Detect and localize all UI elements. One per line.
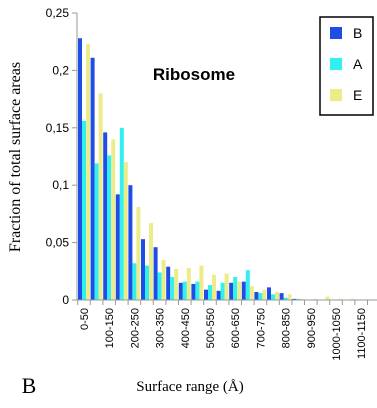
x-tick-label: 1100-1150 <box>356 308 368 359</box>
x-tick-label: 200-250 <box>129 308 141 348</box>
bar-e-150-200 <box>123 162 128 300</box>
bar-a-500-550 <box>208 285 212 300</box>
bar-a-250-300 <box>145 265 149 300</box>
bar-e-300-350 <box>161 259 166 300</box>
bar-a-0-50 <box>82 120 86 300</box>
legend-label-a: A <box>353 56 363 72</box>
x-tick-label: 400-450 <box>180 308 192 348</box>
bars-layer <box>78 38 355 300</box>
x-tick-label: 100-150 <box>104 308 116 348</box>
y-tick-label: 0,2 <box>52 63 69 77</box>
x-tick-label: 1000-1050 <box>331 308 343 361</box>
y-axis-label: Fraction of total surface areas <box>7 62 24 252</box>
bar-e-700-750 <box>262 289 267 300</box>
bar-a-100-150 <box>107 155 112 300</box>
bar-b-550-600 <box>216 290 221 300</box>
bar-a-200-250 <box>132 263 137 300</box>
bar-b-600-650 <box>229 282 234 300</box>
bar-e-600-650 <box>237 281 242 300</box>
bar-e-100-150 <box>111 139 116 300</box>
bar-a-150-200 <box>119 127 124 300</box>
bar-e-250-300 <box>149 223 153 300</box>
panel-label: B <box>22 373 37 398</box>
bar-b-0-50 <box>78 38 82 300</box>
x-tick-label: 300-350 <box>155 308 167 348</box>
bar-e-0-50 <box>86 44 90 300</box>
bar-a-400-450 <box>182 281 187 300</box>
bar-e-650-700 <box>249 286 254 300</box>
bar-b-400-450 <box>178 282 183 300</box>
bar-a-300-350 <box>157 272 162 300</box>
legend: BAE <box>319 16 374 116</box>
bar-b-450-500 <box>191 283 196 300</box>
legend-swatch-b <box>330 27 342 39</box>
bar-b-850-900 <box>292 298 297 300</box>
bar-a-650-700 <box>245 270 250 300</box>
legend-box <box>319 16 374 116</box>
bar-b-800-850 <box>279 293 284 300</box>
bar-a-600-650 <box>233 277 238 300</box>
chart-title: Ribosome <box>153 65 235 84</box>
bar-b-100-150 <box>103 132 108 300</box>
bar-b-650-700 <box>241 281 246 300</box>
bar-a-750-800 <box>271 294 275 300</box>
legend-swatch-a <box>330 58 342 70</box>
x-tick-label: 600-650 <box>230 308 242 348</box>
bar-e-1050-1100 <box>350 298 355 300</box>
bar-a-350-400 <box>170 277 175 300</box>
bar-a-50-100 <box>94 163 99 300</box>
y-tick-label: 0,15 <box>46 121 70 135</box>
bar-a-800-850 <box>283 297 288 300</box>
bar-e-750-800 <box>275 291 279 300</box>
bar-e-800-850 <box>287 294 292 300</box>
bar-b-200-250 <box>128 185 133 300</box>
bar-b-500-550 <box>204 289 208 300</box>
bar-e-1000-1050 <box>338 298 342 300</box>
y-tick-label: 0,05 <box>46 236 70 250</box>
bar-b-250-300 <box>141 239 145 300</box>
bar-e-900-950 <box>312 298 317 300</box>
bar-a-550-600 <box>220 282 225 300</box>
bar-e-400-450 <box>186 267 191 300</box>
bar-a-850-900 <box>296 298 301 300</box>
bar-e-950-1000 <box>325 296 330 300</box>
x-tick-label: 700-750 <box>255 308 267 348</box>
bar-b-300-350 <box>153 247 158 300</box>
x-tick-label: 0-50 <box>79 308 91 330</box>
x-axis-label: Surface range (Å) <box>136 379 243 395</box>
bar-e-350-400 <box>174 269 179 300</box>
bar-e-200-250 <box>136 207 141 300</box>
bar-b-750-800 <box>267 287 271 300</box>
bar-a-700-750 <box>258 293 263 300</box>
bar-e-500-550 <box>212 274 216 300</box>
bar-e-850-900 <box>300 298 305 300</box>
bar-b-700-750 <box>254 291 259 300</box>
x-tick-label: 500-550 <box>205 308 217 348</box>
y-tick-label: 0,1 <box>52 178 69 192</box>
legend-swatch-e <box>330 89 342 101</box>
y-tick-label: 0 <box>62 293 69 307</box>
bar-e-450-500 <box>199 265 204 300</box>
bar-b-150-200 <box>115 194 120 300</box>
y-tick-label: 0,25 <box>46 6 70 20</box>
bar-a-450-500 <box>195 281 200 300</box>
bar-b-50-100 <box>90 57 95 300</box>
bar-b-350-400 <box>166 266 171 300</box>
legend-label-e: E <box>353 87 362 103</box>
legend-label-b: B <box>353 25 362 41</box>
y-ticks: 0 0,05 0,1 0,15 0,2 0,25 <box>46 6 77 307</box>
bar-e-550-600 <box>224 273 229 300</box>
x-ticks: 0-50 100-150 200-250 300-350 400-450 500-550 6… <box>77 300 368 361</box>
x-tick-label: 900-950 <box>306 308 318 348</box>
x-tick-label: 800-850 <box>281 308 293 348</box>
bar-e-50-100 <box>98 93 103 300</box>
